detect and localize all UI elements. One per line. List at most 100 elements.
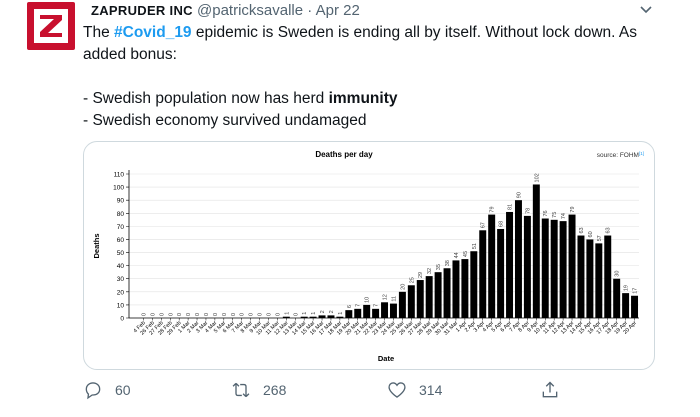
bar-value-label: 1 (302, 312, 308, 315)
y-tick-label: 80 (117, 211, 125, 218)
separator-dot: · (307, 2, 313, 19)
reply-count: 60 (115, 382, 131, 398)
bullet-immunity: - Swedish population now has herd immuni… (83, 88, 643, 110)
bar (318, 315, 326, 318)
bar (363, 304, 371, 318)
bar-value-label: 51 (472, 243, 478, 249)
reply-icon (85, 382, 101, 400)
author-handle[interactable]: @patricksavalle (197, 2, 304, 19)
bar (568, 214, 576, 318)
tweet-time[interactable]: Apr 22 (315, 2, 360, 19)
bar-value-label: 32 (427, 268, 433, 274)
y-tick-label: 30 (117, 276, 125, 283)
y-axis-label: Deaths (92, 233, 101, 258)
bar (443, 268, 451, 318)
y-tick-label: 40 (117, 263, 125, 270)
bar (389, 303, 397, 318)
bar-value-label: 12 (383, 294, 389, 300)
bar-value-label: 79 (570, 206, 576, 212)
bar-value-label: 0 (240, 313, 246, 316)
bar-value-label: 75 (552, 212, 558, 218)
tweet-header: ZAPRUDER INC @patricksavalle · Apr 22 (91, 2, 360, 20)
like-button[interactable]: 314 (387, 380, 442, 400)
bar-value-label: 79 (490, 206, 496, 212)
bar-value-label: 0 (168, 313, 174, 316)
bar-value-label: 67 (481, 222, 487, 228)
bar-value-label: 81 (508, 204, 514, 210)
bullet1-text: - Swedish population now has herd (83, 90, 329, 107)
bar-value-label: 0 (258, 313, 264, 316)
y-tick-label: 20 (117, 289, 125, 296)
bar-value-label: 90 (516, 192, 522, 198)
bar (523, 215, 531, 318)
avatar[interactable] (27, 2, 75, 50)
bar (354, 308, 362, 318)
bar-value-label: 1 (338, 312, 344, 315)
bar-value-label: 7 (356, 304, 362, 307)
bar (595, 243, 603, 318)
bar-value-label: 20 (400, 284, 406, 290)
bar-value-label: 63 (606, 227, 612, 233)
bar-value-label: 0 (222, 313, 228, 316)
bar-value-label: 0 (195, 313, 201, 316)
text-rest: epidemic is Sweden is ending all by itse… (83, 24, 637, 63)
bar-value-label: 76 (543, 210, 549, 216)
author-name[interactable]: ZAPRUDER INC (91, 3, 193, 18)
bar (550, 219, 558, 318)
bar-value-label: 19 (624, 285, 630, 291)
tweet-image[interactable]: Deaths per day source: FOHM[1] Deaths Da… (83, 141, 655, 370)
reply-button[interactable]: 60 (83, 380, 131, 400)
hashtag-link[interactable]: #Covid_19 (114, 24, 192, 41)
bar-value-label: 0 (177, 313, 183, 316)
bullet-economy: - Swedish economy survived undamaged (83, 112, 367, 129)
bar-value-label: 63 (579, 227, 585, 233)
bar-value-label: 0 (186, 313, 192, 316)
chart-source: source: FOHM[1] (597, 151, 644, 159)
bar (506, 211, 514, 318)
bar-value-label: 7 (374, 304, 380, 307)
bar (425, 276, 433, 318)
bar (300, 316, 308, 318)
bar (541, 218, 549, 318)
text-prefix: The (83, 24, 115, 41)
retweet-count: 268 (263, 382, 287, 398)
bar (434, 272, 442, 318)
chevron-down-icon[interactable] (636, 0, 656, 20)
retweet-button[interactable]: 268 (231, 380, 286, 400)
bar-value-label: 11 (391, 296, 397, 302)
bar (514, 200, 522, 318)
bar (604, 235, 612, 318)
share-button[interactable] (540, 380, 572, 400)
bar-value-label: 74 (561, 213, 567, 219)
tweet-text: The #Covid_19 epidemic is Sweden is endi… (83, 22, 643, 132)
bar (336, 316, 344, 318)
bar (327, 315, 335, 318)
bar (497, 228, 505, 318)
bar (470, 251, 478, 318)
bar (416, 280, 424, 318)
bar-value-label: 6 (347, 305, 353, 308)
bar-value-label: 10 (365, 297, 371, 303)
bar (407, 285, 415, 318)
z-logo-icon (34, 9, 68, 43)
bar-value-label: 0 (213, 313, 219, 316)
bar-value-label: 2 (320, 310, 326, 313)
bar (398, 291, 406, 318)
bar-value-label: 0 (231, 313, 237, 316)
x-axis-label: Date (378, 354, 394, 363)
bar (532, 184, 540, 318)
y-tick-label: 90 (117, 198, 125, 205)
y-tick-label: 50 (117, 250, 125, 257)
bar-value-label: 0 (159, 313, 165, 316)
bar (622, 293, 630, 318)
bar (613, 278, 621, 318)
bar (559, 221, 567, 318)
bar-value-label: 0 (275, 313, 281, 316)
bar-value-label: 35 (436, 264, 442, 270)
chart-title: Deaths per day (315, 150, 373, 159)
y-tick-label: 100 (113, 185, 124, 192)
bar (282, 316, 290, 318)
bar-value-label: 30 (615, 271, 621, 277)
heart-icon (388, 382, 406, 398)
y-tick-label: 110 (114, 172, 125, 179)
